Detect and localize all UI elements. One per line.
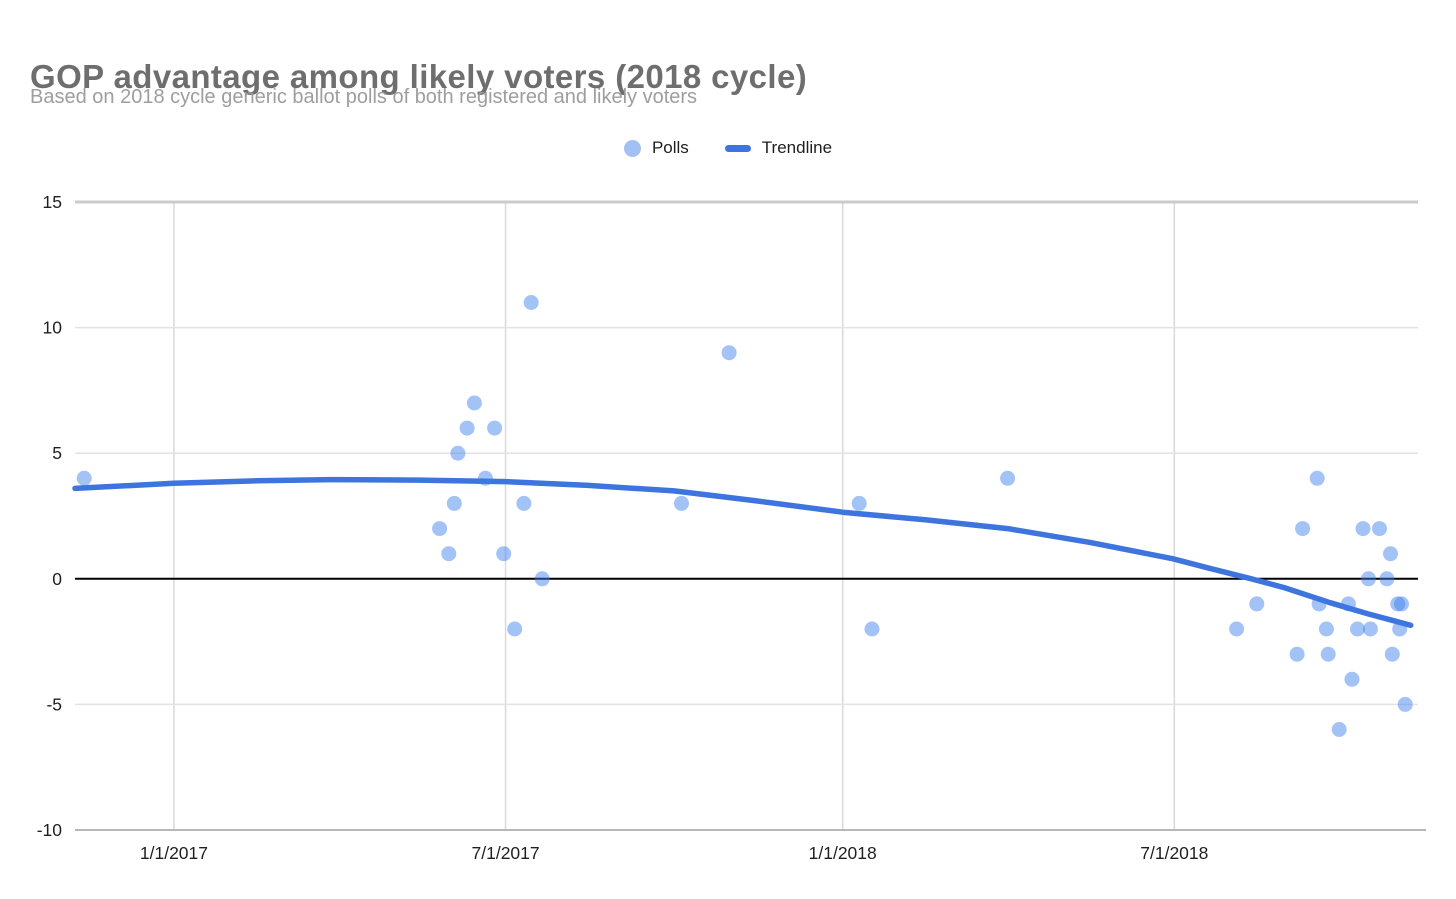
poll-point <box>523 295 539 310</box>
poll-point <box>1229 621 1245 637</box>
poll-point <box>477 470 493 486</box>
chart-legend: Polls Trendline <box>0 138 1456 158</box>
legend-item-polls: Polls <box>623 138 689 158</box>
y-tick-label: -10 <box>37 820 63 840</box>
chart-subtitle: Based on 2018 cycle generic ballot polls… <box>30 86 698 108</box>
trendline-icon <box>724 144 751 152</box>
chart-title: GOP advantage among likely voters (2018 … <box>30 58 808 96</box>
x-tick-label: 7/1/2017 <box>472 843 540 863</box>
poll-point <box>1379 571 1395 587</box>
poll-point <box>1000 470 1016 486</box>
poll-point <box>1397 696 1413 712</box>
poll-point <box>1362 621 1378 637</box>
legend-label-trendline: Trendline <box>761 138 833 157</box>
poll-point <box>1355 521 1371 537</box>
y-tick-label: 0 <box>52 569 62 589</box>
legend-label-polls: Polls <box>651 138 689 157</box>
x-tick-label: 1/1/2018 <box>809 843 877 863</box>
poll-point <box>1372 521 1387 537</box>
poll-point <box>1249 596 1265 612</box>
poll-point <box>851 495 867 511</box>
polls-point-icon <box>623 139 641 157</box>
poll-point <box>1390 596 1406 612</box>
poll-point <box>459 420 475 436</box>
poll-point <box>721 345 737 361</box>
poll-point <box>1392 621 1408 637</box>
poll-point <box>516 495 532 511</box>
poll-point <box>1320 646 1336 662</box>
poll-point <box>1331 722 1347 737</box>
poll-point <box>496 546 512 562</box>
poll-point <box>1361 571 1376 587</box>
poll-point <box>1350 621 1365 637</box>
poll-point <box>1318 621 1334 637</box>
y-tick-label: 10 <box>43 318 63 338</box>
poll-point <box>446 495 462 511</box>
poll-point <box>1289 646 1305 662</box>
poll-point <box>1344 671 1360 687</box>
poll-point <box>441 546 457 562</box>
poll-point <box>1384 646 1400 662</box>
x-tick-label: 1/1/2017 <box>140 843 208 863</box>
poll-point <box>1394 596 1409 612</box>
poll-point <box>466 395 482 411</box>
x-tick-label: 7/1/2018 <box>1140 843 1208 863</box>
poll-point <box>1311 596 1327 612</box>
legend-item-trendline: Trendline <box>724 138 833 158</box>
y-tick-label: 15 <box>43 192 62 212</box>
trendline-curve <box>72 476 1414 629</box>
poll-point <box>487 420 503 436</box>
poll-point <box>432 521 448 537</box>
poll-point <box>1295 521 1311 537</box>
poll-point <box>450 445 466 461</box>
poll-point <box>1309 470 1325 486</box>
poll-point <box>76 470 92 486</box>
poll-point <box>1383 546 1398 562</box>
poll-point <box>507 621 523 637</box>
poll-point <box>864 621 880 637</box>
poll-point <box>1340 596 1356 612</box>
poll-point <box>674 495 689 511</box>
y-tick-label: 5 <box>52 443 62 463</box>
y-tick-label: -5 <box>46 694 62 714</box>
poll-point <box>534 571 550 587</box>
